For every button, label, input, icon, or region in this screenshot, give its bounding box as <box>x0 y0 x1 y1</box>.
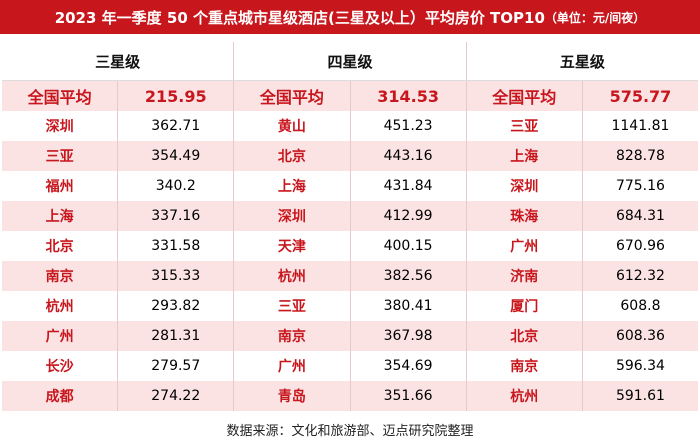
price: 400.15 <box>351 231 467 261</box>
title-bar: 2023 年一季度 50 个重点城市星级酒店(三星及以上）平均房价 TOP10 （… <box>0 0 700 34</box>
group-header: 三星级 <box>2 42 235 80</box>
price: 340.2 <box>118 171 235 201</box>
data-row: 南京 315.33 杭州 382.56 济南 612.32 <box>2 261 698 291</box>
city: 南京 <box>2 261 119 291</box>
header-row: 三星级 四星级 五星级 <box>2 42 698 81</box>
city: 广州 <box>2 321 119 351</box>
average-label: 全国平均 <box>234 81 351 111</box>
price: 367.98 <box>351 321 467 351</box>
price: 351.66 <box>351 381 467 411</box>
group-header: 五星级 <box>559 52 605 71</box>
data-row: 长沙 279.57 广州 354.69 南京 596.34 <box>2 351 698 381</box>
city: 上海 <box>234 171 351 201</box>
city: 青岛 <box>234 381 351 411</box>
data-row: 广州 281.31 南京 367.98 北京 608.36 <box>2 321 698 351</box>
average-label: 全国平均 <box>467 81 583 111</box>
city: 珠海 <box>467 201 583 231</box>
unit: （单位：元/间夜） <box>544 10 646 25</box>
group-header: 四星级 <box>234 42 467 80</box>
city: 北京 <box>2 231 119 261</box>
city: 深圳 <box>234 201 351 231</box>
table: 三星级 四星级 五星级 全国平均 215.95 全国平均 314.53 全国平均 575.77 深… <box>2 42 698 411</box>
city: 深圳 <box>467 171 583 201</box>
price: 451.23 <box>351 111 467 141</box>
city: 济南 <box>467 261 583 291</box>
data-row: 上海 337.16 深圳 412.99 珠海 684.31 <box>2 201 698 231</box>
price: 1141.81 <box>611 118 670 134</box>
price: 443.16 <box>351 141 467 171</box>
price: 670.96 <box>615 238 665 254</box>
city: 三亚 <box>234 291 351 321</box>
city: 杭州 <box>234 261 351 291</box>
price: 775.16 <box>615 178 665 194</box>
city: 南京 <box>234 321 351 351</box>
city: 长沙 <box>2 351 119 381</box>
city: 杭州 <box>467 381 583 411</box>
data-row: 杭州 293.82 三亚 380.41 厦门 608.8 <box>2 291 698 321</box>
city: 成都 <box>2 381 119 411</box>
source: 数据来源：文化和旅游部、迈点研究院整理 <box>226 424 474 439</box>
average-value: 575.77 <box>609 86 672 106</box>
price: 684.31 <box>615 208 665 224</box>
data-row: 福州 340.2 上海 431.84 深圳 775.16 <box>2 171 698 201</box>
price: 337.16 <box>118 201 235 231</box>
city: 天津 <box>234 231 351 261</box>
data-row: 北京 331.58 天津 400.15 广州 670.96 <box>2 231 698 261</box>
price: 431.84 <box>351 171 467 201</box>
price: 380.41 <box>351 291 467 321</box>
city: 厦门 <box>467 291 583 321</box>
city: 福州 <box>2 171 119 201</box>
price: 362.71 <box>118 111 235 141</box>
price: 315.33 <box>118 261 235 291</box>
price: 412.99 <box>351 201 467 231</box>
price: 354.69 <box>351 351 467 381</box>
average-value: 215.95 <box>118 81 235 111</box>
price: 828.78 <box>615 148 665 164</box>
data-row: 三亚 354.49 北京 443.16 上海 828.78 <box>2 141 698 171</box>
price: 354.49 <box>118 141 235 171</box>
price: 612.32 <box>615 268 665 284</box>
city: 三亚 <box>2 141 119 171</box>
data-row: 成都 274.22 青岛 351.66 杭州 591.61 <box>2 381 698 411</box>
price: 382.56 <box>351 261 467 291</box>
average-value: 314.53 <box>351 81 467 111</box>
city: 黄山 <box>234 111 351 141</box>
city: 北京 <box>234 141 351 171</box>
price: 293.82 <box>118 291 235 321</box>
city: 杭州 <box>2 291 119 321</box>
price: 281.31 <box>118 321 235 351</box>
city: 上海 <box>2 201 119 231</box>
title: 2023 年一季度 50 个重点城市星级酒店(三星及以上）平均房价 TOP10 <box>54 8 545 27</box>
city: 南京 <box>467 351 583 381</box>
city: 广州 <box>234 351 351 381</box>
data-row: 深圳 362.71 黄山 451.23 三亚 1141.81 <box>2 111 698 141</box>
city: 三亚 <box>467 111 583 141</box>
city: 北京 <box>467 321 583 351</box>
price: 274.22 <box>118 381 235 411</box>
city: 深圳 <box>2 111 119 141</box>
city: 广州 <box>467 231 583 261</box>
price: 596.34 <box>615 358 665 374</box>
price: 331.58 <box>118 231 235 261</box>
city: 上海 <box>467 141 583 171</box>
price: 608.36 <box>615 328 665 344</box>
price: 608.8 <box>620 298 661 314</box>
price: 591.61 <box>615 388 665 404</box>
average-label: 全国平均 <box>2 81 119 111</box>
price: 279.57 <box>118 351 235 381</box>
average-row: 全国平均 215.95 全国平均 314.53 全国平均 575.77 <box>2 81 698 111</box>
